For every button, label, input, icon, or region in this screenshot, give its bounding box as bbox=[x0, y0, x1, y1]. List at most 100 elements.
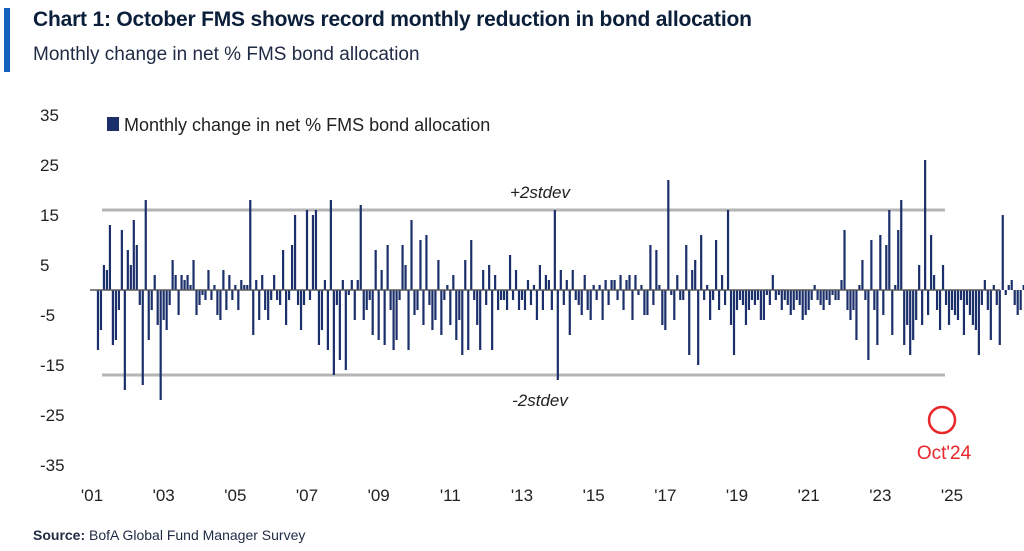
bar bbox=[664, 290, 667, 330]
bar bbox=[819, 290, 822, 305]
bar bbox=[153, 275, 156, 290]
bar bbox=[792, 290, 795, 310]
bar bbox=[697, 290, 700, 365]
bar bbox=[750, 290, 754, 300]
bar bbox=[285, 290, 288, 325]
bar bbox=[682, 290, 685, 300]
bar bbox=[243, 285, 246, 290]
bar bbox=[971, 290, 974, 325]
bar bbox=[622, 290, 625, 310]
bar bbox=[828, 290, 831, 305]
bar bbox=[950, 290, 954, 310]
bar bbox=[514, 270, 518, 290]
bar bbox=[111, 290, 114, 345]
bar bbox=[350, 280, 353, 290]
bar bbox=[909, 290, 912, 355]
bar bbox=[986, 290, 989, 310]
bar bbox=[488, 265, 491, 290]
bar bbox=[222, 270, 225, 290]
bar bbox=[729, 290, 733, 325]
bar bbox=[455, 290, 458, 340]
bar bbox=[655, 250, 658, 290]
bar bbox=[938, 290, 942, 330]
bar bbox=[726, 210, 730, 290]
bar bbox=[544, 275, 547, 290]
bar bbox=[419, 240, 422, 290]
bar bbox=[885, 245, 888, 290]
bar bbox=[237, 290, 240, 310]
bar bbox=[395, 290, 398, 340]
reference-line-label: -2stdev bbox=[512, 391, 569, 410]
bar bbox=[407, 290, 410, 350]
bar bbox=[192, 260, 195, 290]
bar bbox=[270, 290, 273, 300]
bar bbox=[1007, 285, 1010, 290]
bar bbox=[831, 290, 834, 295]
bar bbox=[807, 290, 810, 310]
bar bbox=[135, 245, 138, 290]
bar bbox=[141, 290, 144, 385]
bar bbox=[123, 290, 126, 390]
bar bbox=[897, 230, 900, 290]
bar bbox=[380, 270, 383, 290]
x-tick-label: '09 bbox=[368, 486, 390, 505]
bar bbox=[374, 250, 377, 290]
bar bbox=[980, 290, 983, 305]
bar bbox=[305, 210, 309, 290]
y-tick-label: -35 bbox=[40, 456, 65, 475]
bar bbox=[649, 245, 652, 290]
bar bbox=[834, 290, 837, 300]
bar bbox=[428, 290, 431, 305]
bar bbox=[852, 290, 855, 310]
bar bbox=[768, 290, 771, 305]
x-tick-label: '19 bbox=[726, 486, 748, 505]
bar bbox=[332, 290, 335, 375]
bar bbox=[571, 270, 574, 290]
x-tick-label: '11 bbox=[440, 486, 461, 505]
bar bbox=[906, 290, 909, 325]
bar bbox=[377, 290, 380, 340]
bar bbox=[879, 235, 882, 290]
bar bbox=[956, 290, 960, 320]
bar bbox=[747, 290, 751, 310]
bar bbox=[1001, 215, 1004, 290]
y-tick-label: 5 bbox=[40, 256, 49, 275]
bar bbox=[774, 290, 777, 300]
bar bbox=[425, 235, 428, 290]
bar bbox=[216, 290, 219, 315]
bar bbox=[968, 290, 972, 315]
bar bbox=[458, 290, 461, 320]
y-tick-label: 15 bbox=[40, 206, 59, 225]
bar bbox=[667, 180, 670, 290]
bar bbox=[900, 200, 903, 290]
bar bbox=[296, 290, 300, 305]
bar bbox=[825, 290, 828, 300]
bar bbox=[213, 285, 216, 290]
bar bbox=[625, 280, 628, 290]
legend-label: Monthly change in net % FMS bond allocat… bbox=[124, 115, 490, 135]
bar bbox=[347, 290, 350, 295]
bar bbox=[520, 290, 524, 300]
bar bbox=[610, 280, 613, 290]
bar bbox=[159, 290, 162, 400]
bar bbox=[891, 290, 894, 335]
bar bbox=[470, 240, 473, 290]
bar bbox=[709, 290, 712, 320]
bar bbox=[314, 210, 318, 290]
bar bbox=[959, 290, 963, 300]
bar bbox=[646, 290, 649, 315]
bar bbox=[353, 290, 356, 320]
bar bbox=[267, 290, 270, 320]
bar bbox=[210, 290, 213, 300]
x-tick-label: '23 bbox=[869, 486, 891, 505]
bar bbox=[416, 290, 419, 310]
bar bbox=[279, 290, 282, 305]
bar bbox=[924, 160, 927, 290]
bar bbox=[401, 245, 404, 290]
bar bbox=[326, 290, 329, 350]
bar bbox=[616, 290, 619, 300]
bar bbox=[174, 275, 177, 290]
bar bbox=[156, 290, 159, 325]
bar bbox=[413, 290, 416, 315]
bar bbox=[320, 290, 324, 330]
